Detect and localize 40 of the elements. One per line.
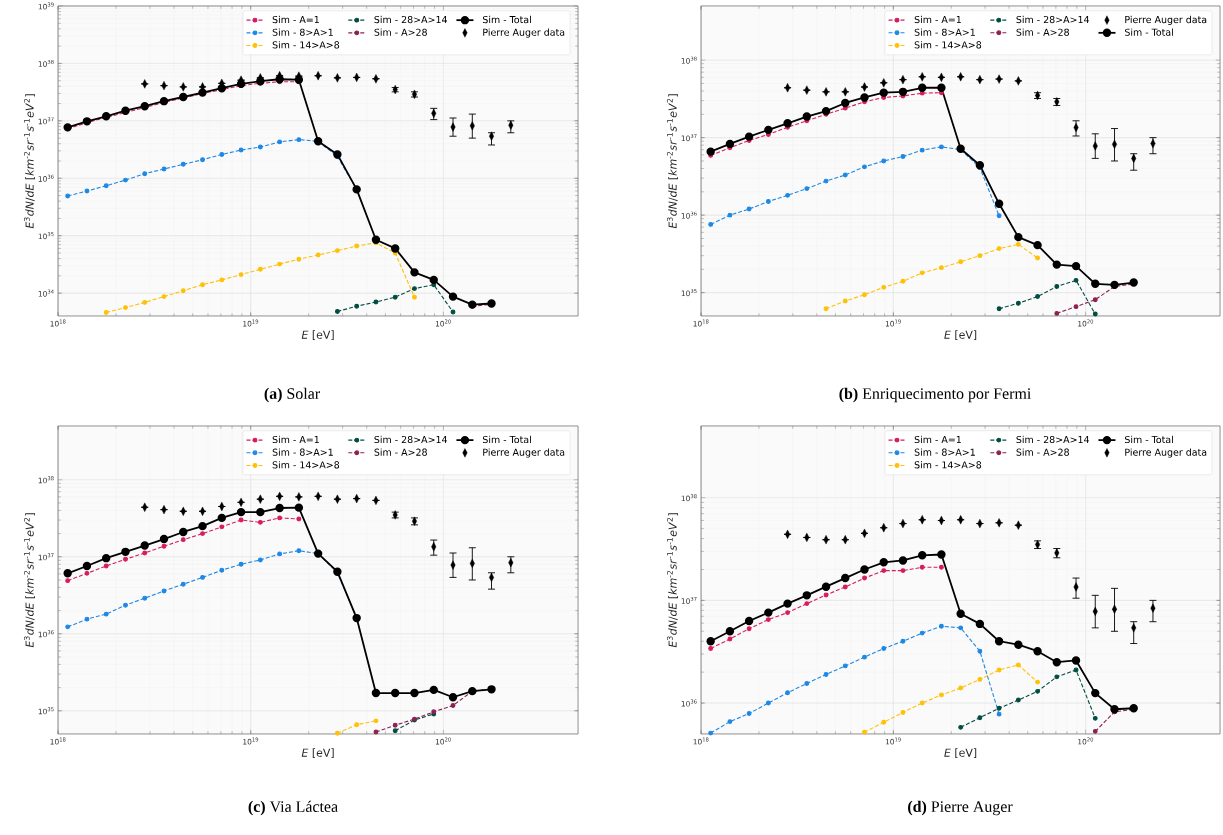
legend-label: Sim - A=1 (272, 435, 319, 444)
text: E$^{3}$dN/dE [km$^{-2}$sr$^{-1}$s$^{-1}$eV$^{2}$] (23, 94, 36, 229)
legend-label: Sim - 28>A>14 (374, 15, 448, 24)
legend-label: Sim - Total (1124, 435, 1173, 444)
legend-label: Sim - Total (1124, 28, 1173, 36)
text: (b) Enriquecimento por Fermi (839, 387, 1031, 403)
legend-label: Sim - 28>A>14 (1016, 435, 1090, 444)
legend-label: Sim - 8>A>1 (272, 28, 333, 36)
text: E$^{3}$dN/dE [km$^{-2}$sr$^{-1}$s$^{-1}$eV$^{2}$] (23, 513, 36, 648)
legend-label: Sim - 14>A>8 (272, 461, 340, 469)
text: E$^{3}$dN/dE [km$^{-2}$sr$^{-1}$s$^{-1}$eV$^{2}$] (666, 94, 679, 229)
legend-label: Sim - A>28 (374, 28, 427, 36)
legend-label: Sim - A=1 (914, 435, 961, 444)
legend-label: Sim - 14>A>8 (272, 41, 340, 49)
legend-label: Pierre Auger data (1125, 448, 1207, 458)
text: (d) Pierre Auger (908, 800, 1013, 816)
text: (c) Via Láctea (248, 800, 338, 816)
legend-label: Pierre Auger data (483, 448, 565, 458)
legend-label: Sim - 14>A>8 (914, 41, 982, 49)
legend-label: Sim - Total (482, 15, 531, 24)
legend-label: Pierre Auger data (1125, 15, 1207, 25)
x-axis-title: E [eV] (301, 748, 334, 759)
legend-label: Sim - 8>A>1 (914, 448, 975, 456)
legend-label: Pierre Auger data (483, 28, 565, 38)
legend-label: Sim - 8>A>1 (272, 448, 333, 456)
legend-label: Sim - A>28 (1016, 28, 1069, 36)
legend-label: Sim - A=1 (914, 15, 961, 24)
x-axis-title: E [eV] (301, 330, 334, 341)
text: E$^{3}$dN/dE [km$^{-2}$sr$^{-1}$s$^{-1}$eV$^{2}$] (666, 513, 679, 648)
text: (a) Solar (264, 387, 320, 403)
x-axis-title: E [eV] (944, 748, 977, 759)
legend-label: Sim - 28>A>14 (1016, 15, 1090, 24)
legend-label: Sim - A>28 (374, 448, 427, 456)
legend-label: Sim - 14>A>8 (914, 461, 982, 469)
x-axis-title: E [eV] (944, 330, 977, 341)
legend-label: Sim - 28>A>14 (374, 435, 448, 444)
legend-label: Sim - A=1 (272, 15, 319, 24)
legend-label: Sim - 8>A>1 (914, 28, 975, 36)
legend-label: Sim - A>28 (1016, 448, 1069, 456)
legend-label: Sim - Total (482, 435, 531, 444)
